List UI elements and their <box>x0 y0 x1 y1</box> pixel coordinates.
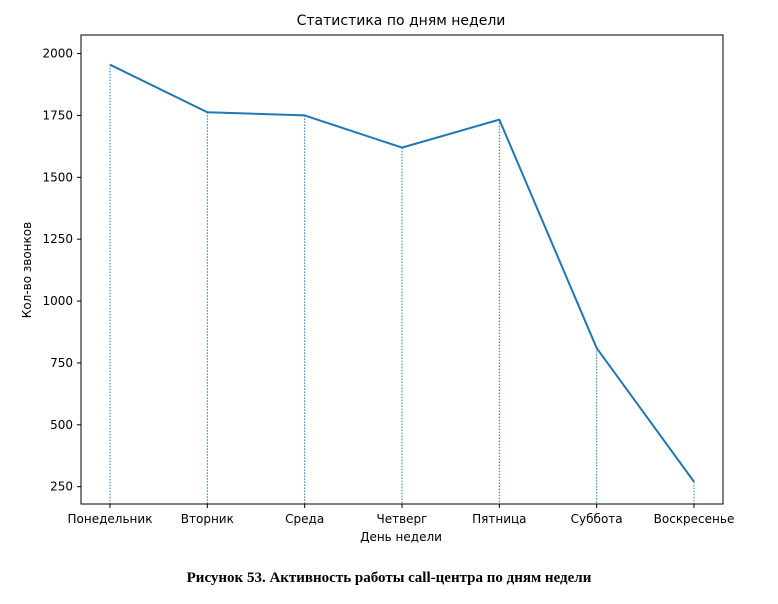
y-tick-label: 250 <box>50 480 73 494</box>
x-tick-label: Суббота <box>571 512 623 526</box>
y-tick-label: 1000 <box>42 294 73 308</box>
x-tick-label: Среда <box>285 512 324 526</box>
line-chart: Статистика по дням недели 250 500 750 1000 1… <box>20 13 735 544</box>
y-tick-label: 1250 <box>42 232 73 246</box>
chart-title: Статистика по дням недели <box>297 13 506 29</box>
x-tick-label: Четверг <box>377 512 428 526</box>
x-tick-label: Пятница <box>472 512 526 526</box>
figure-caption: Рисунок 53. Активность работы call-центр… <box>186 570 592 586</box>
y-tick-label: 1500 <box>42 170 73 184</box>
y-tick-label: 500 <box>50 418 73 432</box>
x-axis-label: День недели <box>360 530 442 544</box>
x-axis: Понедельник Вторник Среда Четверг Пятница Суб… <box>68 504 735 526</box>
x-tick-label: Понедельник <box>68 512 153 526</box>
plot-area <box>109 63 695 504</box>
x-tick-label: Вторник <box>181 512 234 526</box>
y-tick-label: 750 <box>50 356 73 370</box>
y-tick-label: 1750 <box>42 108 73 122</box>
x-tick-label: Воскресенье <box>654 512 735 526</box>
y-tick-label: 2000 <box>42 47 73 61</box>
y-axis-label: Кол-во звонков <box>20 222 34 318</box>
y-axis: 250 500 750 1000 1250 1500 1750 2000 <box>42 47 81 494</box>
series-line <box>109 63 695 483</box>
